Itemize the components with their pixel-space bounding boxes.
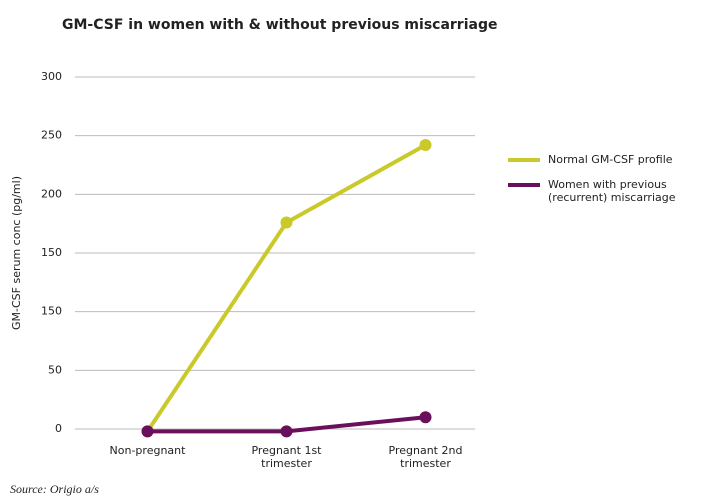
y-tick-label: 250	[41, 129, 62, 142]
legend-label: Women with previous (recurrent) miscarri…	[548, 178, 676, 204]
y-tick-label: 0	[55, 422, 62, 435]
point	[419, 139, 432, 152]
y-tick-label: 50	[48, 363, 62, 376]
x-tick-label: Non-pregnant	[109, 444, 186, 457]
point	[141, 425, 154, 438]
series-line	[145, 143, 427, 433]
y-axis-title: GM-CSF serum conc (pg/ml)	[10, 176, 23, 330]
x-tick-label: Pregnant 1st trimester	[251, 444, 322, 470]
y-tick-label: 150	[41, 305, 62, 318]
point	[280, 425, 293, 438]
y-tick-label: 300	[41, 70, 62, 83]
x-tick-label: Pregnant 2nd trimester	[388, 444, 463, 470]
y-tick-label: 200	[41, 187, 62, 200]
y-tick-label: 150	[41, 246, 62, 259]
legend-label: Normal GM-CSF profile	[548, 153, 673, 166]
source: Source: Origio a/s	[10, 482, 99, 496]
chart-title: GM-CSF in women with & without previous …	[62, 17, 497, 33]
point	[419, 411, 432, 424]
point	[280, 216, 293, 229]
